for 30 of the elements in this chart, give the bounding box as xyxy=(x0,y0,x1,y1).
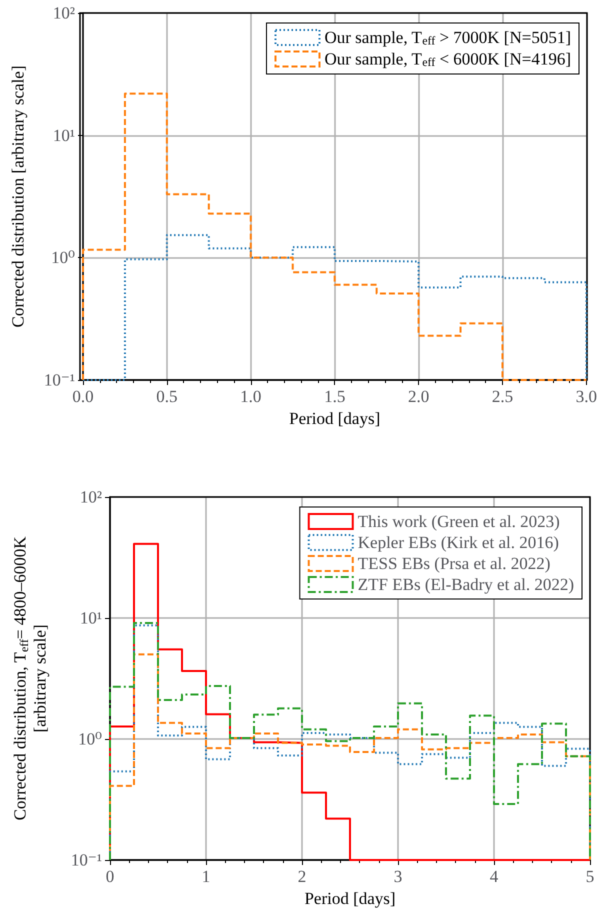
legend-label: Kepler EBs (Kirk et al. 2016) xyxy=(358,533,559,552)
x-tick-label: 2.0 xyxy=(408,387,430,406)
y-axis-title: Corrected distribution [arbitrary scale] xyxy=(8,66,28,328)
y-tick-label: 10² xyxy=(80,488,102,506)
legend-label: This work (Green et al. 2023) xyxy=(358,512,560,531)
y-tick-label: 10⁻¹ xyxy=(70,850,102,870)
y-tick-label: 10² xyxy=(52,4,75,22)
y-tick-label: 10⁰ xyxy=(51,248,76,268)
x-tick-label: 2 xyxy=(298,867,306,886)
x-axis-title: Period [days] xyxy=(289,408,380,428)
x-tick-label: 0 xyxy=(106,867,114,886)
x-tick-label: 1.0 xyxy=(240,387,262,406)
x-tick-label: 4 xyxy=(490,867,499,886)
y-tick-label: 10⁻¹ xyxy=(44,370,75,390)
legend-label: ZTF EBs (El-Badry et al. 2022) xyxy=(358,575,574,594)
legend-label: Our sample, Teff < 6000K [N=4196] xyxy=(324,49,572,69)
x-tick-label: 0.0 xyxy=(72,387,94,406)
y-tick-label: 10¹ xyxy=(80,608,102,628)
x-tick-label: 1.5 xyxy=(324,387,346,406)
y-tick-label: 10⁰ xyxy=(78,730,102,748)
x-tick-label: 3.0 xyxy=(576,387,597,406)
x-axis-title: Period [days] xyxy=(304,888,396,908)
x-tick-label: 3 xyxy=(394,867,402,886)
x-tick-label: 1 xyxy=(202,867,210,886)
x-tick-label: 5 xyxy=(586,867,594,886)
legend-label: Our sample, Teff > 7000K [N=5051] xyxy=(324,28,572,48)
legend-label: TESS EBs (Prsa et al. 2022) xyxy=(358,554,550,573)
x-tick-label: 2.5 xyxy=(492,387,514,406)
y-tick-label: 10¹ xyxy=(52,126,75,145)
x-tick-label: 0.5 xyxy=(156,387,178,406)
